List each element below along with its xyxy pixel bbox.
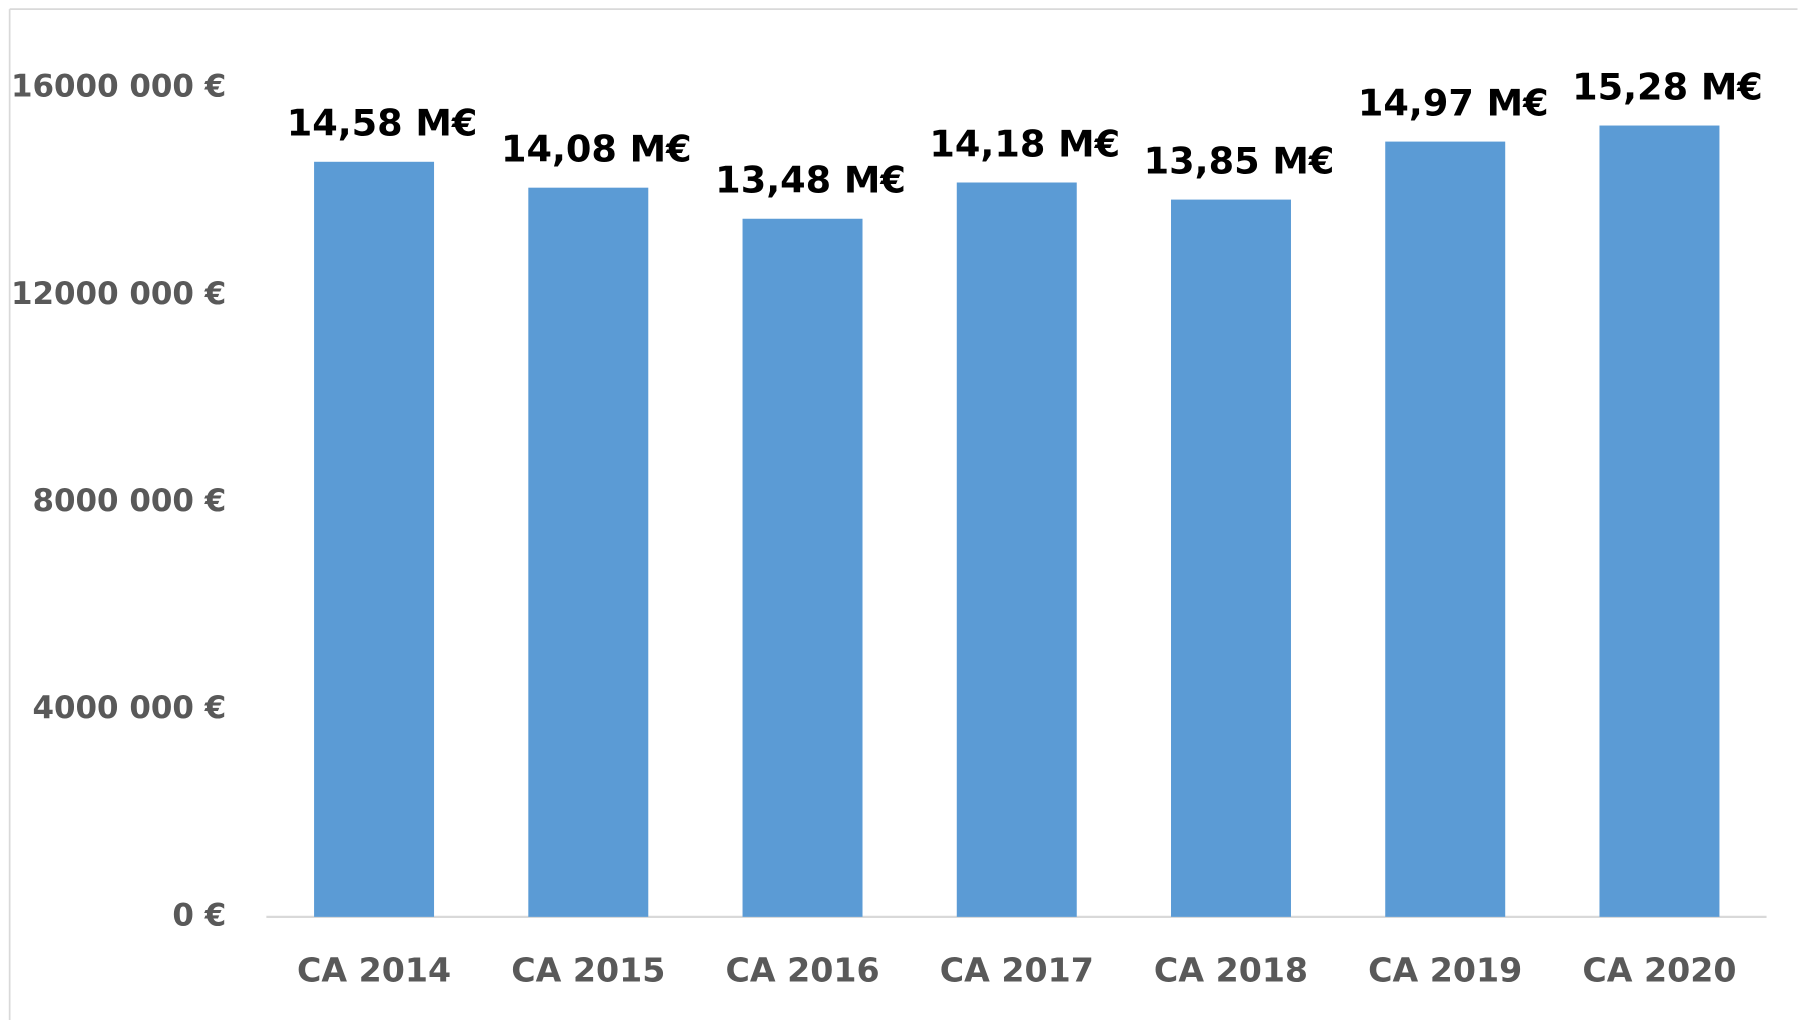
bar — [314, 161, 435, 917]
y-tick-label: 12000 000 € — [11, 276, 226, 312]
x-tick-label: CA 2020 — [1582, 950, 1736, 989]
data-label: 14,18 M€ — [929, 122, 1120, 165]
data-label: 13,85 M€ — [1144, 139, 1335, 182]
bar — [1171, 199, 1291, 917]
x-tick-label: CA 2018 — [1154, 950, 1308, 989]
bar — [956, 182, 1077, 917]
bar — [742, 218, 863, 917]
bar — [528, 187, 649, 917]
x-tick-label: CA 2015 — [511, 950, 665, 989]
y-tick-label: 8000 000 € — [32, 483, 226, 519]
x-tick-label: CA 2019 — [1368, 950, 1522, 989]
x-tick-label: CA 2014 — [297, 950, 451, 989]
x-tick-label: CA 2016 — [725, 950, 879, 989]
bar — [1599, 125, 1720, 917]
data-label: 13,48 M€ — [715, 159, 906, 202]
y-tick-label: 0 € — [172, 897, 226, 933]
bar — [1385, 141, 1506, 917]
data-label: 14,58 M€ — [287, 102, 478, 145]
y-tick-label: 16000 000 € — [11, 69, 226, 105]
y-tick-label: 4000 000 € — [32, 690, 226, 726]
data-label: 14,97 M€ — [1358, 81, 1549, 124]
x-tick-label: CA 2017 — [940, 950, 1094, 989]
data-label: 15,28 M€ — [1572, 65, 1763, 108]
data-label: 14,08 M€ — [501, 128, 692, 171]
